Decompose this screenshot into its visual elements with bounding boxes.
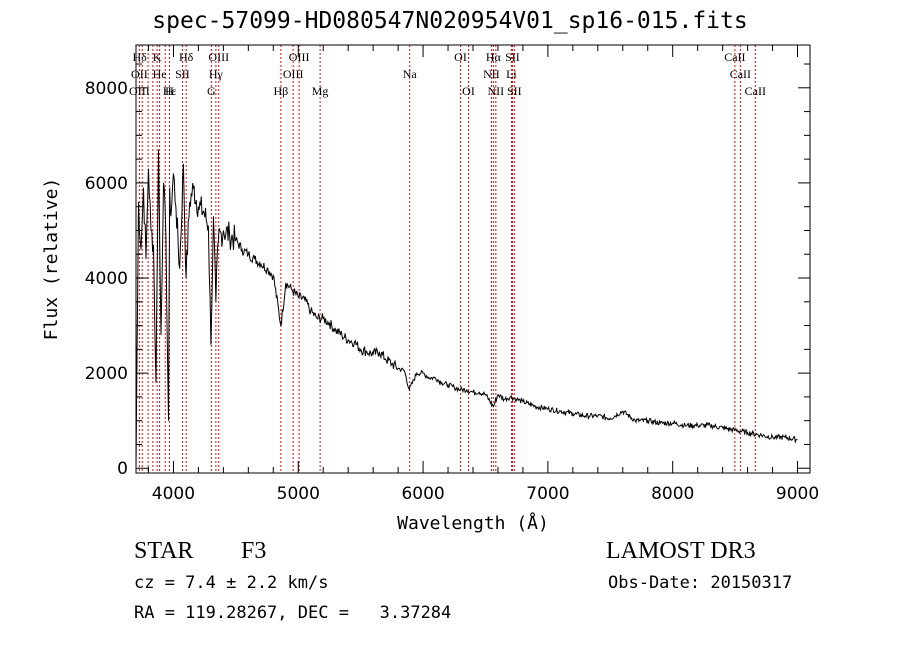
spectral-line-label: OI: [462, 84, 475, 98]
x-axis-label: Wavelength (Å): [397, 512, 549, 534]
spectral-line-label: Hα: [486, 50, 502, 64]
y-tick-label: 4000: [85, 269, 128, 289]
spectral-line-label: OIII: [129, 84, 150, 98]
spectral-line-label: H: [165, 84, 174, 98]
spectral-line-label: Hγ: [209, 67, 224, 81]
spectral-line-label: NII: [483, 67, 500, 81]
spectral-line-label: NII: [488, 84, 505, 98]
spectral-line-label: Hβ: [274, 84, 289, 98]
plot-frame: [135, 44, 811, 474]
spectral-line-label: OIII: [289, 50, 310, 64]
spectral-line-label: CaII: [745, 84, 766, 98]
spectral-line-label: OI: [454, 50, 467, 64]
y-tick-label: 8000: [85, 79, 128, 99]
ra-dec: RA = 119.28267, DEC = 3.37284: [134, 603, 452, 623]
x-axis: 4000 5000 6000 7000 8000 9000: [147, 45, 819, 504]
x-tick-label: 7000: [526, 484, 569, 504]
chart-title: spec-57099-HD080547N020954V01_sp16-015.f…: [152, 8, 748, 34]
x-tick-label: 9000: [776, 484, 819, 504]
x-tick-label: 6000: [401, 484, 444, 504]
spectral-line-label: OII: [131, 67, 148, 81]
x-tick-label: 8000: [651, 484, 694, 504]
spectral-line-label: He: [153, 67, 167, 81]
y-tick-label: 2000: [85, 364, 128, 384]
spectral-line-label: SII: [507, 84, 522, 98]
y-axis: 0 2000 4000 6000 8000: [85, 63, 810, 479]
spectral-line-label: G: [207, 84, 216, 98]
flux-series-line: [135, 149, 798, 469]
spectral-line-label: Li: [506, 67, 517, 81]
y-tick-label: 6000: [85, 174, 128, 194]
spectral-line-label: Hδ: [132, 50, 147, 64]
observation-date: Obs-Date: 20150317: [608, 573, 793, 593]
spectral-line-label: Hδ: [179, 50, 194, 64]
spectral-line-label: SII: [175, 67, 190, 81]
spectral-line-label: K: [153, 50, 162, 64]
spectral-line-label: Mg: [312, 84, 329, 98]
survey-name: LAMOST DR3: [606, 538, 756, 564]
spectral-line-label: Hε: [163, 84, 177, 98]
object-class: STAR: [134, 538, 194, 564]
redshift-cz: cz = 7.4 ± 2.2 km/s: [134, 573, 329, 593]
object-subclass: F3: [241, 538, 267, 564]
y-axis-label: Flux (relative): [41, 178, 62, 341]
spectral-line-label: SII: [505, 50, 520, 64]
spectral-line-label: CaII: [730, 67, 751, 81]
spectral-line-label: OIII: [208, 50, 229, 64]
x-tick-label: 4000: [152, 484, 195, 504]
spectral-line-label: OIII: [283, 67, 304, 81]
spectral-line-label: Na: [403, 67, 418, 81]
spectral-line-label: CaII: [724, 50, 745, 64]
line-markers: [138, 45, 756, 473]
x-tick-label: 5000: [277, 484, 320, 504]
y-tick-label: 0: [117, 459, 128, 479]
